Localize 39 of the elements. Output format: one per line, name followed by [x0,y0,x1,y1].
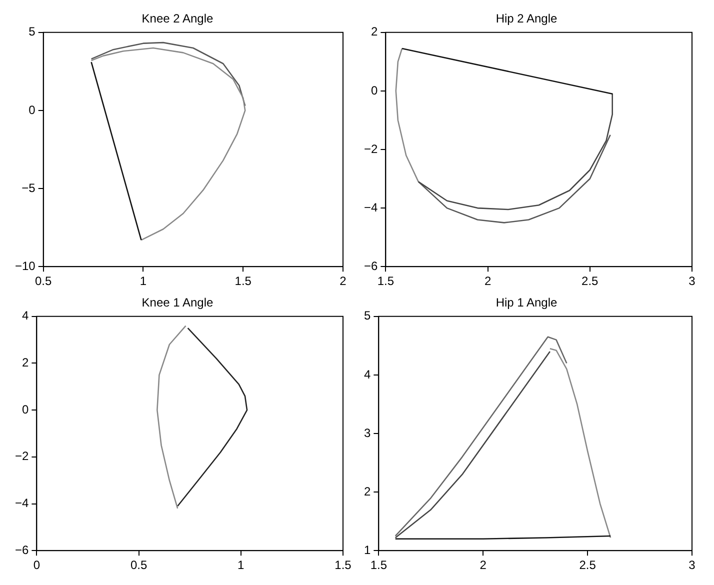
x-tick-label: 1.5 [377,274,394,288]
y-tick-label: −5 [22,180,36,195]
chart-title: Knee 1 Angle [142,296,214,310]
y-tick-label: 5 [28,24,36,39]
y-tick-label: 2 [22,356,29,370]
y-tick-label: −2 [364,142,378,156]
y-tick-label: 0 [22,402,29,416]
x-tick-label: 2.5 [579,558,596,572]
y-tick-label: 0 [28,102,36,117]
x-tick-label: 1.5 [370,558,388,572]
y-tick-label: 0 [370,83,378,98]
y-tick-label: −10 [14,258,36,273]
y-tick-label: 3 [364,426,371,440]
x-tick-label: 2 [484,274,492,288]
chart-title: Hip 1 Angle [496,296,558,310]
chart-title: Knee 2 Angle [142,12,214,26]
x-tick-label: 3 [688,558,696,572]
x-tick-label: 0.5 [35,274,52,288]
x-tick-label: 1.5 [334,558,352,572]
x-tick-label: 1 [238,558,245,572]
x-tick-label: 3 [688,274,696,288]
x-tick-label: 1.5 [234,274,252,288]
y-tick-label: −2 [14,449,29,464]
y-tick-label: 5 [364,308,371,323]
y-tick-label: 2 [364,484,371,498]
x-tick-label: 1 [140,274,147,288]
x-tick-label: 2 [480,558,487,572]
y-tick-label: 2 [370,24,378,39]
y-tick-label: 1 [364,542,371,557]
x-tick-label: 2 [340,274,347,288]
y-tick-label: −4 [364,200,378,214]
y-tick-label: 4 [364,367,371,382]
chart-title: Hip 2 Angle [496,12,558,26]
y-tick-label: 4 [22,308,29,323]
x-tick-label: 2.5 [582,274,599,288]
y-tick-label: −6 [364,258,378,273]
y-tick-label: −6 [14,542,29,557]
x-tick-label: 0.5 [130,558,148,572]
y-tick-label: −4 [14,496,29,510]
